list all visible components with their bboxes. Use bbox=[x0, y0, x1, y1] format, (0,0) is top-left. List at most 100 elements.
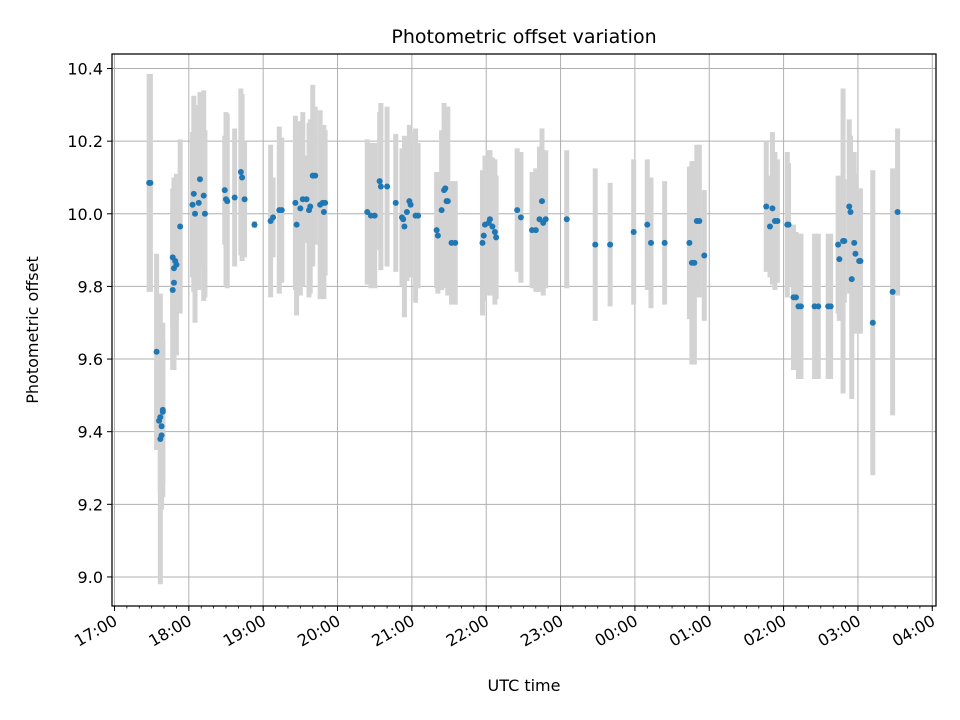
grid bbox=[112, 54, 936, 606]
y-axis-ticks: 9.0 9.2 9.4 9.6 9.8 10.0 10.2 10.4 bbox=[67, 60, 112, 587]
data-point bbox=[312, 172, 319, 179]
data-point bbox=[630, 228, 637, 235]
y-tick-label: 9.6 bbox=[78, 350, 103, 369]
data-point bbox=[442, 185, 449, 192]
data-point bbox=[192, 210, 199, 217]
data-point bbox=[691, 259, 698, 266]
data-point bbox=[158, 423, 165, 430]
data-point bbox=[857, 258, 864, 264]
data-point bbox=[774, 218, 781, 225]
y-tick-label: 10.0 bbox=[67, 205, 103, 224]
data-point bbox=[320, 208, 327, 215]
data-point bbox=[851, 239, 858, 246]
data-point bbox=[159, 406, 166, 413]
error-bars bbox=[146, 73, 901, 585]
data-point bbox=[195, 199, 202, 206]
data-point bbox=[376, 178, 383, 185]
data-point bbox=[763, 203, 770, 210]
data-point bbox=[644, 221, 651, 228]
data-point bbox=[444, 198, 451, 205]
data-point bbox=[542, 216, 549, 223]
data-point bbox=[303, 196, 310, 203]
data-point bbox=[607, 241, 614, 248]
data-point bbox=[438, 207, 445, 214]
y-tick-label: 10.2 bbox=[67, 132, 103, 151]
x-tick-label: 02:00 bbox=[740, 611, 789, 651]
data-point bbox=[696, 218, 703, 225]
y-tick-label: 9.8 bbox=[78, 277, 103, 296]
data-point bbox=[486, 216, 493, 223]
data-point bbox=[147, 179, 154, 186]
data-point bbox=[278, 207, 285, 214]
data-point bbox=[169, 287, 176, 294]
data-point bbox=[769, 205, 776, 212]
data-point bbox=[237, 169, 244, 176]
x-tick-label: 22:00 bbox=[443, 611, 492, 651]
y-tick-label: 10.4 bbox=[67, 60, 103, 79]
data-point bbox=[196, 176, 203, 183]
y-tick-label: 9.2 bbox=[78, 495, 103, 514]
plot-frame bbox=[111, 53, 937, 607]
x-axis-title: UTC time bbox=[488, 676, 561, 695]
x-tick-label: 21:00 bbox=[368, 611, 417, 651]
data-point bbox=[841, 238, 848, 245]
data-point bbox=[270, 214, 277, 221]
data-point bbox=[514, 207, 521, 214]
data-point bbox=[434, 232, 441, 239]
data-point bbox=[364, 208, 371, 215]
data-point bbox=[701, 252, 708, 259]
data-point bbox=[200, 192, 207, 199]
data-point bbox=[403, 208, 410, 215]
data-point bbox=[384, 183, 391, 190]
data-point bbox=[415, 212, 422, 219]
data-point bbox=[846, 203, 853, 210]
data-point bbox=[848, 276, 855, 283]
data-point bbox=[792, 294, 799, 301]
data-point bbox=[371, 212, 378, 219]
x-tick-label: 17:00 bbox=[71, 611, 120, 651]
data-point bbox=[536, 216, 543, 223]
data-point bbox=[532, 227, 539, 234]
y-tick-label: 9.4 bbox=[78, 423, 103, 442]
data-point bbox=[592, 241, 599, 248]
data-point bbox=[377, 183, 384, 190]
data-point bbox=[517, 214, 524, 221]
data-point bbox=[766, 223, 773, 230]
data-point bbox=[201, 210, 208, 217]
data-point bbox=[401, 223, 408, 230]
data-point bbox=[894, 208, 901, 215]
data-point bbox=[407, 201, 414, 208]
data-point bbox=[292, 199, 299, 206]
x-tick-label: 00:00 bbox=[591, 611, 640, 651]
y-tick-label: 9.0 bbox=[78, 568, 103, 587]
data-point bbox=[869, 319, 876, 326]
data-point bbox=[827, 303, 834, 310]
data-point bbox=[538, 198, 545, 205]
data-point bbox=[493, 234, 500, 241]
chart-title: Photometric offset variation bbox=[391, 26, 656, 48]
data-point bbox=[177, 223, 184, 230]
data-point bbox=[785, 221, 792, 228]
x-tick-label: 20:00 bbox=[294, 611, 343, 651]
data-point bbox=[251, 221, 258, 228]
data-point bbox=[847, 208, 854, 215]
data-point bbox=[852, 250, 859, 257]
y-axis-title: Photometric offset bbox=[23, 256, 42, 404]
data-point bbox=[241, 196, 248, 203]
data-point bbox=[836, 256, 843, 263]
data-point bbox=[190, 190, 197, 197]
data-point bbox=[322, 199, 329, 206]
x-tick-label: 19:00 bbox=[220, 611, 269, 651]
data-point bbox=[400, 216, 407, 223]
data-point bbox=[173, 261, 180, 268]
data-point bbox=[392, 199, 399, 206]
data-point bbox=[479, 239, 486, 246]
x-tick-label: 18:00 bbox=[145, 611, 194, 651]
data-point bbox=[224, 198, 231, 205]
x-tick-label: 23:00 bbox=[517, 611, 566, 651]
data-point bbox=[452, 239, 459, 246]
x-tick-label: 01:00 bbox=[666, 611, 715, 651]
x-axis-ticks: 17:00 18:00 19:00 20:00 21:00 22:00 23:00 00:00… bbox=[71, 606, 938, 651]
data-point bbox=[433, 227, 440, 234]
